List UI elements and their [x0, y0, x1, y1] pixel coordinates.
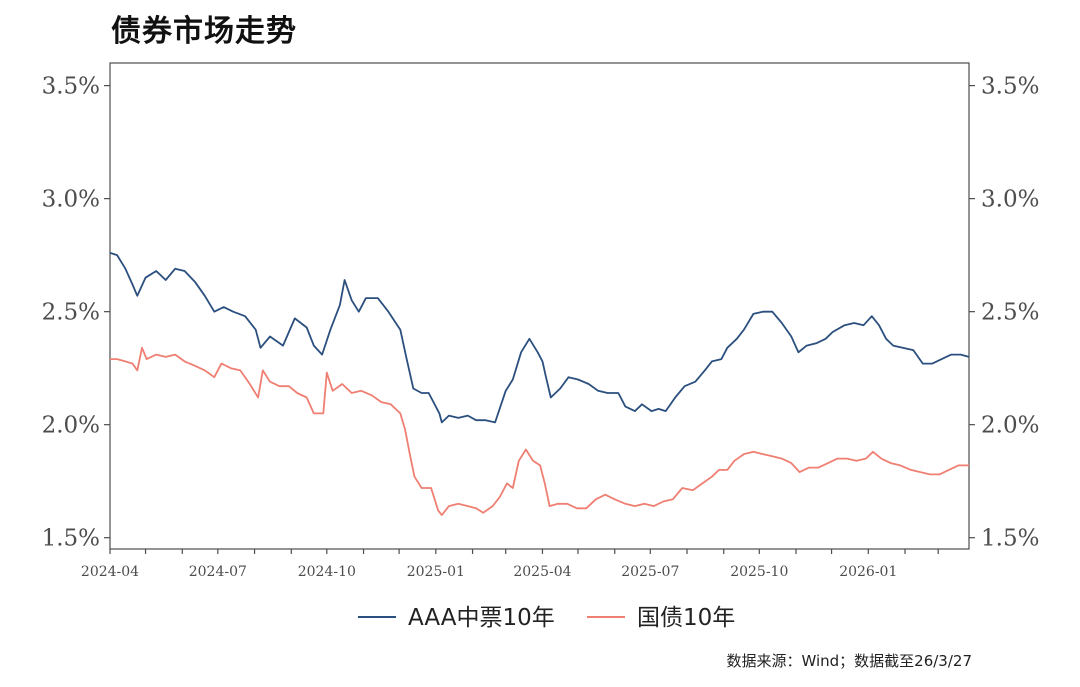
x-tick-label: 2024-07 — [189, 564, 247, 580]
x-tick-label: 2025-10 — [730, 564, 788, 580]
legend-label-2: 国债10年 — [637, 605, 735, 631]
y-tick-label-left: 1.5% — [42, 526, 100, 552]
x-tick-label: 2025-04 — [513, 564, 571, 580]
x-tick-label: 2025-07 — [621, 564, 679, 580]
x-tick-label: 2025-01 — [407, 564, 465, 580]
y-tick-label-right: 1.5% — [981, 526, 1039, 552]
plot-frame — [109, 62, 970, 550]
chart-title: 债券市场走势 — [111, 14, 297, 49]
source-note: 数据来源：Wind；数据截至26/3/27 — [726, 652, 972, 670]
y-axis-left: 1.5% 2.0% 2.5% 3.0% 3.5% — [42, 74, 110, 552]
x-tick-label: 2026-01 — [839, 564, 897, 580]
legend-label-1: AAA中票10年 — [408, 605, 555, 631]
y-tick-label-left: 3.0% — [42, 187, 100, 213]
legend: AAA中票10年 国债10年 — [358, 605, 735, 631]
y-tick-label-left: 2.0% — [42, 413, 100, 439]
x-tick-label: 2024-10 — [298, 564, 356, 580]
x-axis: 2024-04 2024-07 2024-10 2025-01 2025-04 2025-… — [81, 549, 939, 580]
y-tick-label-right: 3.0% — [981, 187, 1039, 213]
y-tick-label-right: 2.0% — [981, 413, 1039, 439]
x-tick-label: 2024-04 — [81, 564, 139, 580]
y-tick-label-left: 3.5% — [42, 74, 100, 100]
y-tick-label-left: 2.5% — [42, 300, 100, 326]
series-line-2 — [110, 346, 969, 516]
series-layer — [109, 252, 970, 516]
y-tick-label-right: 2.5% — [981, 300, 1039, 326]
y-axis-right: 1.5% 2.0% 2.5% 3.0% 3.5% — [969, 74, 1039, 552]
series-line-1 — [109, 252, 970, 424]
y-tick-label-right: 3.5% — [981, 74, 1039, 100]
